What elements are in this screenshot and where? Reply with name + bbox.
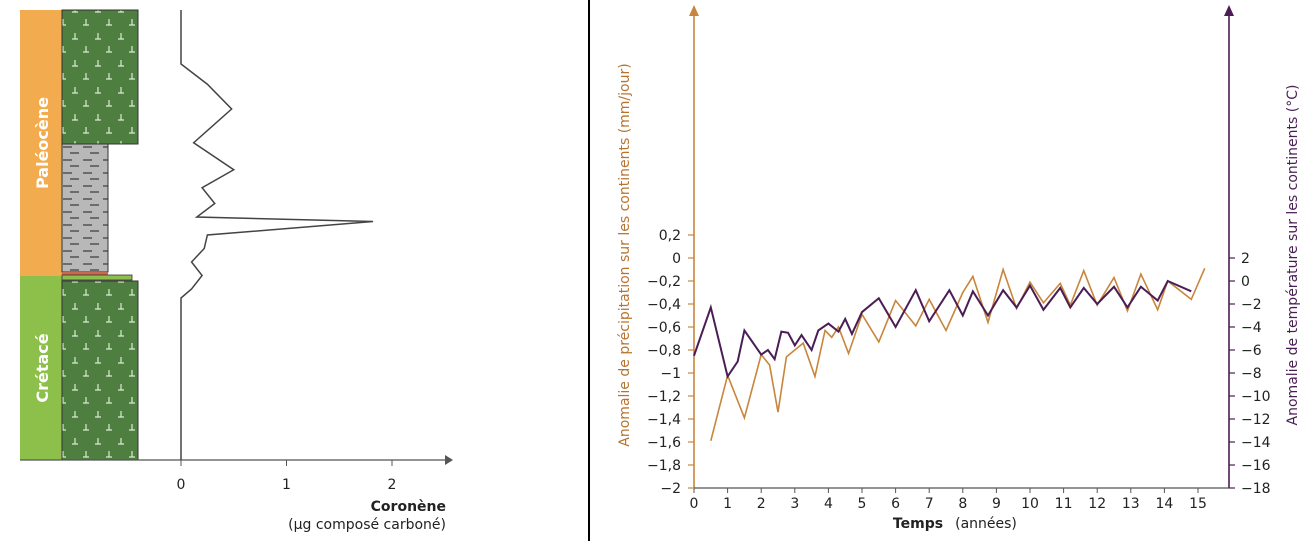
right-y-tick-label: 2	[1241, 251, 1250, 267]
x-tick-label: 7	[925, 496, 934, 512]
right-y-tick-label: −6	[1241, 343, 1262, 359]
era-bar-paleocene	[20, 10, 62, 276]
left-x-unit: (µg composé carboné)	[288, 517, 446, 533]
left-y-tick-label: −0,6	[647, 320, 681, 336]
left-y-title: Anomalie de précipitation sur les contin…	[617, 63, 633, 446]
x-tick-label: 10	[1021, 496, 1039, 512]
rock-layer-upper-volcanic	[61, 9, 139, 145]
left-x-tick-label: 2	[388, 477, 397, 493]
era-label-paleocene: Paléocène	[33, 97, 52, 189]
coronene-profile-line	[180, 10, 374, 460]
x-tick-label: 14	[1155, 496, 1173, 512]
left-y-tick-label: −1,2	[647, 389, 681, 405]
x-tick-label: 4	[824, 496, 833, 512]
x-tick-label: 2	[757, 496, 766, 512]
left-y-tick-label: −0,8	[647, 343, 681, 359]
left-x-ticks: 0 1 2	[177, 460, 397, 493]
era-label-cretace: Crétacé	[33, 333, 52, 402]
right-y-title: Anomalie de température sur les continen…	[1285, 85, 1301, 426]
rock-layer-clay	[62, 272, 108, 275]
left-y-tick-label: −1,4	[647, 412, 681, 428]
left-y-axis-arrow	[689, 5, 699, 16]
series-line-temperature	[693, 279, 1192, 379]
x-tick-label: 13	[1122, 496, 1140, 512]
x-tick-label: 9	[992, 496, 1001, 512]
x-tick-label: 12	[1088, 496, 1106, 512]
left-y-tick-label: −1	[660, 366, 681, 382]
rock-layer-ash	[61, 274, 133, 281]
left-y-tick-label: −2	[660, 481, 681, 497]
left-y-tick-label: −1,6	[647, 435, 681, 451]
x-tick-label: 6	[891, 496, 900, 512]
right-y-tick-label: −14	[1241, 435, 1271, 451]
bottom-x-title: Temps	[893, 516, 943, 532]
right-y-tick-label: −12	[1241, 412, 1271, 428]
right-y-axis-arrow	[1224, 5, 1234, 16]
x-tick-label: 0	[690, 496, 699, 512]
left-y-tick-label: 0,2	[659, 228, 681, 244]
right-panel-ticks: 0 1 2 3 4 5 6 7 8 9 10 11 12 13 14 150,20−0,2−0,4−0,6−0…	[647, 228, 1271, 512]
right-y-tick-label: −16	[1241, 458, 1271, 474]
right-y-tick-label: −4	[1241, 320, 1262, 336]
x-tick-label: 15	[1189, 496, 1207, 512]
x-tick-label: 8	[958, 496, 967, 512]
x-tick-label: 1	[723, 496, 732, 512]
climate-anomaly-panel: 0 1 2 3 4 5 6 7 8 9 10 11 12 13 14 150,20−0,2−0,4−0,6−0…	[617, 5, 1301, 532]
left-x-tick-label: 0	[177, 477, 186, 493]
stratigraphic-panel: Paléocène Crétacé Coronène (µg composé c…	[20, 9, 453, 533]
era-bar-cretace	[20, 276, 62, 460]
right-y-tick-label: −18	[1241, 481, 1271, 497]
right-y-tick-label: −8	[1241, 366, 1262, 382]
right-y-tick-label: −10	[1241, 389, 1271, 405]
right-y-tick-label: 0	[1241, 274, 1250, 290]
left-x-title: Coronène	[371, 499, 446, 515]
x-tick-label: 3	[790, 496, 799, 512]
left-y-tick-label: 0	[672, 251, 681, 267]
bottom-x-unit: (années)	[955, 516, 1017, 532]
rock-layer-lower-volcanic	[61, 280, 139, 461]
series-line-precipitation	[710, 266, 1206, 442]
left-x-tick-label: 1	[282, 477, 291, 493]
left-y-tick-label: −0,2	[647, 274, 681, 290]
left-y-tick-label: −1,8	[647, 458, 681, 474]
x-tick-label: 5	[858, 496, 867, 512]
left-x-axis-arrow	[445, 455, 453, 465]
x-tick-label: 11	[1055, 496, 1073, 512]
right-y-tick-label: −2	[1241, 297, 1262, 313]
rock-layer-shale	[61, 143, 109, 273]
left-y-tick-label: −0,4	[647, 297, 681, 313]
